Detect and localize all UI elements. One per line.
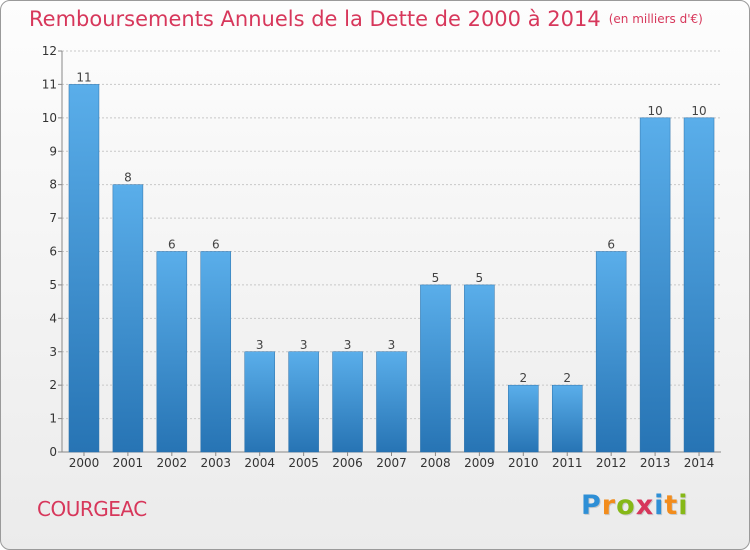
x-tick-label: 2013 [640, 456, 671, 470]
logo-letter: i [654, 490, 665, 521]
bar [551, 384, 583, 453]
logo-letter: i [678, 490, 689, 521]
x-tick-label: 2000 [69, 456, 100, 470]
data-label: 10 [691, 104, 706, 118]
x-tick-label: 2009 [464, 456, 495, 470]
bar [595, 251, 627, 453]
y-tick-label: 0 [49, 445, 57, 459]
x-tick-label: 2001 [113, 456, 144, 470]
data-label: 10 [647, 104, 662, 118]
y-tick-label: 10 [42, 111, 57, 125]
bar [420, 284, 451, 453]
data-label: 2 [519, 371, 527, 385]
logo-letter: o [616, 490, 636, 521]
data-label: 11 [76, 70, 91, 84]
data-label: 3 [388, 338, 396, 352]
bar [68, 84, 100, 453]
y-tick-label: 2 [49, 378, 57, 392]
title-unit: (en milliers d'€) [608, 12, 703, 26]
y-tick-label: 3 [49, 345, 57, 359]
data-label: 5 [476, 271, 484, 285]
y-tick-label: 5 [49, 278, 57, 292]
data-label: 5 [432, 271, 440, 285]
y-tick-label: 1 [49, 412, 57, 426]
logo-letter: x [635, 490, 655, 521]
logo-letter: r [601, 490, 617, 521]
y-tick-label: 8 [49, 178, 57, 192]
x-tick-label: 2005 [288, 456, 319, 470]
bar [244, 351, 275, 453]
x-tick-label: 2003 [200, 456, 231, 470]
data-label: 6 [607, 238, 615, 252]
x-tick-label: 2010 [508, 456, 539, 470]
y-tick-label: 7 [49, 211, 57, 225]
chart-title: Remboursements Annuels de la Dette de 20… [29, 7, 703, 31]
x-tick-label: 2011 [552, 456, 583, 470]
y-tick-label: 4 [49, 311, 57, 325]
bar [156, 251, 188, 453]
bar [200, 251, 232, 453]
data-label: 6 [168, 238, 176, 252]
y-tick-label: 12 [42, 44, 57, 58]
y-tick-label: 11 [42, 77, 57, 91]
place-name: COURGEAC [37, 497, 147, 521]
data-label: 6 [212, 238, 220, 252]
bar [112, 184, 144, 453]
bar [288, 351, 319, 453]
x-tick-label: 2014 [684, 456, 715, 470]
x-tick-label: 2007 [376, 456, 407, 470]
proxiti-logo: Proxiti [581, 490, 689, 521]
data-label: 3 [300, 338, 308, 352]
bar [376, 351, 407, 453]
bar [508, 384, 539, 453]
title-text: Remboursements Annuels de la Dette de 20… [29, 7, 601, 31]
bar [332, 351, 363, 453]
x-tick-label: 2012 [596, 456, 627, 470]
data-label: 3 [344, 338, 352, 352]
bar [464, 284, 495, 453]
y-tick-label: 6 [49, 245, 57, 259]
data-label: 8 [124, 171, 132, 185]
y-tick-label: 9 [49, 144, 57, 158]
bar [639, 117, 671, 453]
x-tick-label: 2002 [157, 456, 188, 470]
logo-letter: t [664, 490, 679, 521]
x-tick-label: 2006 [332, 456, 363, 470]
data-label: 2 [563, 371, 571, 385]
x-tick-label: 2008 [420, 456, 451, 470]
bar [683, 117, 715, 453]
data-label: 3 [256, 338, 264, 352]
logo-letter: P [581, 490, 602, 521]
x-tick-label: 2004 [244, 456, 275, 470]
